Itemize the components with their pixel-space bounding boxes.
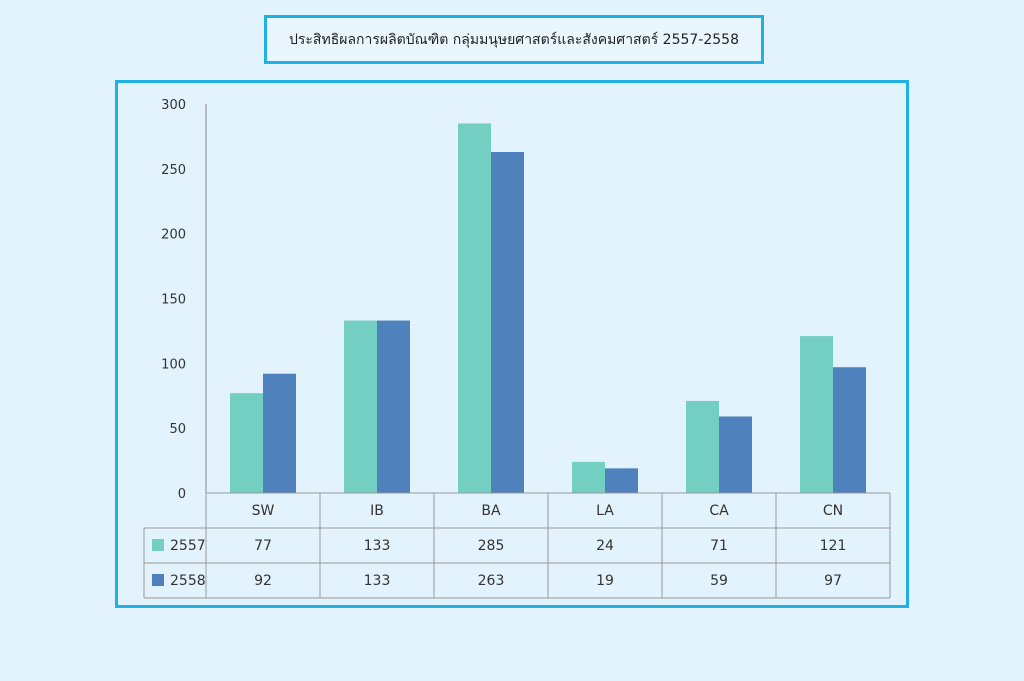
category-label-IB: IB (370, 503, 384, 519)
category-label-SW: SW (252, 503, 275, 519)
y-tick-label-100: 100 (161, 357, 186, 372)
legend-label-2557: 2557 (170, 538, 206, 554)
data-label-IB-2557: 133 (364, 538, 391, 554)
data-label-BA-2557: 285 (478, 538, 505, 554)
y-tick-label-150: 150 (161, 293, 186, 308)
bar-BA-2558 (491, 151, 524, 493)
bar-SW-2557 (230, 393, 263, 493)
bar-CN-2557 (800, 336, 833, 493)
bar-LA-2557 (572, 461, 605, 493)
data-label-LA-2558: 19 (596, 573, 614, 589)
y-tick-label-50: 50 (169, 422, 186, 437)
y-tick-label-300: 300 (161, 98, 186, 113)
data-label-CN-2558: 97 (824, 573, 842, 589)
bar-CA-2557 (686, 400, 719, 493)
bar-CN-2558 (833, 367, 866, 493)
bar-BA-2557 (458, 123, 491, 493)
data-label-LA-2557: 24 (596, 538, 614, 554)
chart-title-box: ประสิทธิผลการผลิตบัณฑิต กลุ่มมนุษยศาสตร์… (264, 15, 764, 64)
category-label-BA: BA (481, 503, 501, 519)
bar-LA-2558 (605, 468, 638, 493)
legend-label-2558: 2558 (170, 573, 206, 589)
bar-SW-2558 (263, 373, 296, 493)
data-label-CA-2558: 59 (710, 573, 728, 589)
y-tick-label-200: 200 (161, 228, 186, 243)
data-label-BA-2558: 263 (478, 573, 505, 589)
chart-frame (115, 80, 909, 608)
category-label-CA: CA (709, 503, 729, 519)
category-label-CN: CN (823, 503, 843, 519)
data-label-CN-2557: 121 (820, 538, 847, 554)
y-tick-label-0: 0 (178, 487, 186, 502)
legend-swatch-2557 (152, 539, 164, 551)
bar-IB-2558 (377, 320, 410, 493)
y-tick-label-250: 250 (161, 163, 186, 178)
data-label-IB-2558: 133 (364, 573, 391, 589)
data-label-CA-2557: 71 (710, 538, 728, 554)
category-label-LA: LA (596, 503, 614, 519)
bar-IB-2557 (344, 320, 377, 493)
legend-swatch-2558 (152, 574, 164, 586)
data-label-SW-2557: 77 (254, 538, 272, 554)
chart-title: ประสิทธิผลการผลิตบัณฑิต กลุ่มมนุษยศาสตร์… (289, 31, 739, 48)
data-label-SW-2558: 92 (254, 573, 272, 589)
bar-CA-2558 (719, 416, 752, 493)
